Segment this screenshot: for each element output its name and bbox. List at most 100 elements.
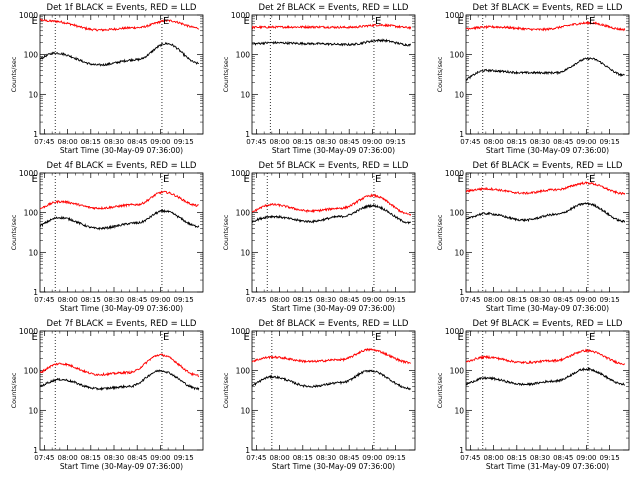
x-axis-label: Start Time (30-May-09 07:36:00) [60,146,183,155]
y-tick-label: 100 [24,51,39,60]
plot-frame [251,14,416,135]
x-tick-label: 09:15 [386,454,406,462]
x-tick-label: 09:15 [600,296,620,304]
y-tick-label: 100 [450,209,465,218]
events-series-line [40,41,199,67]
x-tick-label: 09:15 [174,138,194,146]
y-tick-label: 10 [28,90,38,99]
x-axis-label: Start Time (30-May-09 07:36:00) [60,304,183,313]
x-tick-label: 09:15 [600,454,620,462]
x-tick-label: 08:30 [530,454,550,462]
e-marker-label: E [163,174,169,185]
x-tick-label: 07:45 [460,138,480,146]
chart-panel-3: Det 3f BLACK = Events, RED = LLD 1 10 100 10… [436,3,630,155]
y-axis-label: Counts/sec [222,372,230,408]
y-tick-label: 100 [450,367,465,376]
x-tick-label: 09:00 [576,138,596,146]
y-tick-label: 10 [28,248,38,257]
x-axis-label: Start Time (30-May-09 07:36:00) [486,304,609,313]
x-tick-label: 09:00 [150,138,170,146]
x-axis-label: Start Time (31-May-09 07:36:00) [486,462,609,471]
x-tick-label: 08:15 [293,296,313,304]
chart-panel-4: Det 4f BLACK = Events, RED = LLD 1 10 100 10… [10,161,204,313]
y-tick-label: 10 [240,248,250,257]
chart-panel-2: Det 2f BLACK = Events, RED = LLD 1 10 100 10… [222,3,416,155]
x-tick-label: 09:00 [150,296,170,304]
x-tick-label: 08:30 [530,138,550,146]
y-tick-label: 10 [240,406,250,415]
x-tick-label: 08:30 [104,138,124,146]
x-tick-label: 08:45 [339,296,359,304]
x-tick-label: 07:45 [246,454,266,462]
x-tick-label: 09:00 [150,454,170,462]
e-marker-label: E [243,16,249,27]
x-axis-label: Start Time (30-May-09 07:36:00) [60,462,183,471]
e-marker-label: E [589,16,595,27]
chart-panel-9: Det 9f BLACK = Events, RED = LLD 1 10 100 10… [436,319,630,471]
plot-frame [251,330,416,451]
events-series-line [40,208,200,231]
x-tick-label: 07:45 [246,296,266,304]
x-tick-label: 09:00 [362,296,382,304]
x-tick-label: 07:45 [34,138,54,146]
plot-frame [39,172,204,293]
y-axis-label: Counts/sec [10,372,18,408]
e-marker-label: E [589,174,595,185]
y-axis-label: Counts/sec [436,214,444,250]
events-series-line [466,201,626,224]
y-tick-label: 100 [236,51,251,60]
chart-title: Det 7f BLACK = Events, RED = LLD [47,319,197,329]
y-tick-label: 1000 [19,11,38,20]
e-marker-label: E [243,174,249,185]
plot-frame [465,14,630,135]
lld-series-line [40,353,200,378]
x-tick-label: 09:00 [362,454,382,462]
x-tick-label: 08:30 [316,454,336,462]
events-series-line [252,203,412,225]
lld-series-line [252,23,412,30]
plot-frame [251,172,416,293]
y-tick-label: 10 [454,406,464,415]
y-axis-label: Counts/sec [222,214,230,250]
lld-series-line [466,348,625,366]
e-marker-label: E [163,16,169,27]
x-tick-label: 08:45 [553,296,573,304]
x-tick-label: 08:15 [507,296,527,304]
e-marker-label: E [243,332,249,343]
x-tick-label: 07:45 [246,138,266,146]
e-marker-label: E [457,332,463,343]
chart-panel-7: Det 7f BLACK = Events, RED = LLD 1 10 100 10… [10,319,204,471]
x-tick-label: 09:00 [576,454,596,462]
lld-series-line [466,20,626,32]
y-axis-label: Counts/sec [10,56,18,92]
x-tick-label: 08:45 [339,454,359,462]
x-tick-label: 08:15 [81,454,101,462]
y-tick-label: 100 [450,51,465,60]
e-marker-label: E [375,16,381,27]
x-tick-label: 08:00 [484,454,504,462]
y-tick-label: 1 [245,446,250,455]
x-tick-label: 08:00 [270,296,290,304]
e-marker-label: E [457,16,463,27]
x-tick-label: 08:00 [484,296,504,304]
x-tick-label: 08:45 [127,296,147,304]
y-tick-label: 1 [459,446,464,455]
x-tick-label: 08:30 [316,296,336,304]
e-marker-label: E [375,174,381,185]
events-series-line [252,369,411,391]
lld-series-line [40,190,199,211]
x-tick-label: 09:15 [174,454,194,462]
chart-title: Det 4f BLACK = Events, RED = LLD [47,161,197,171]
x-axis-label: Start Time (30-May-09 07:36:00) [486,146,609,155]
y-tick-label: 1 [245,288,250,297]
x-tick-label: 08:15 [507,454,527,462]
x-axis-label: Start Time (30-May-09 07:36:00) [272,462,395,471]
x-tick-label: 07:45 [34,454,54,462]
plot-frame [39,330,204,451]
lld-series-line [40,18,200,32]
y-tick-label: 1000 [19,327,38,336]
x-axis-label: Start Time (30-May-09 07:36:00) [272,304,395,313]
x-tick-label: 08:30 [104,296,124,304]
x-tick-label: 08:30 [530,296,550,304]
